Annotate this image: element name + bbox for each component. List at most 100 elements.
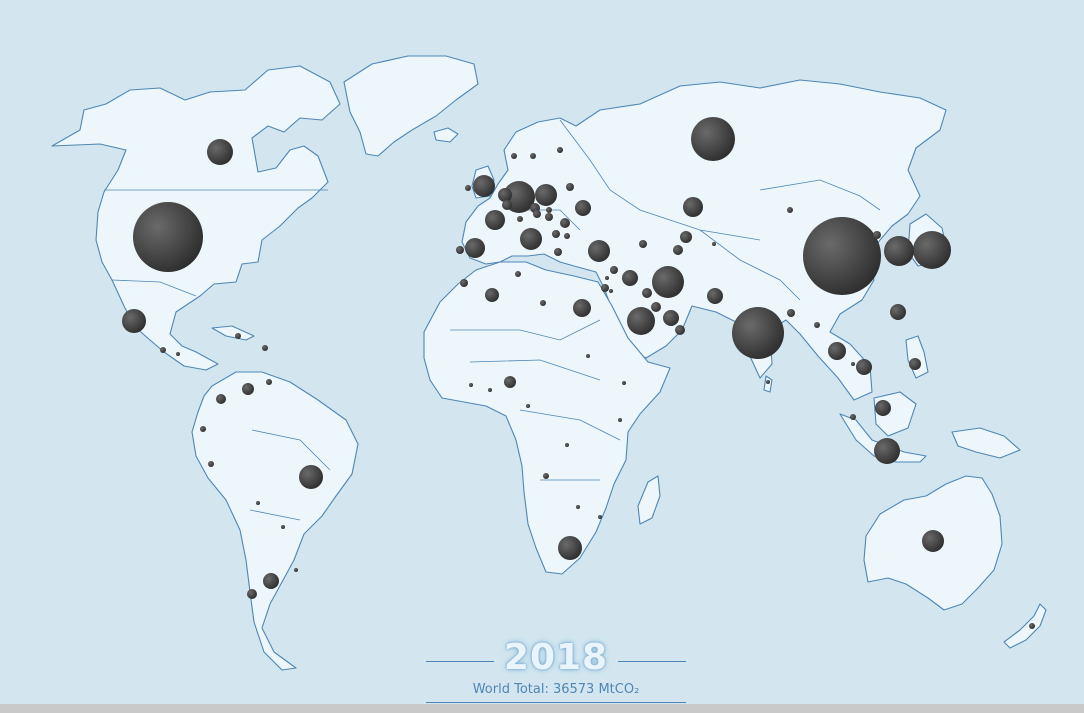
- emission-bubble-greece[interactable]: [554, 248, 562, 256]
- emission-bubble-ghana[interactable]: [488, 388, 492, 392]
- emission-bubble-norway[interactable]: [511, 153, 517, 159]
- emission-bubble-sri-lanka[interactable]: [766, 380, 770, 384]
- emission-bubble-mongolia[interactable]: [787, 207, 793, 213]
- emission-bubble-romania[interactable]: [560, 218, 570, 228]
- emission-bubble-spain[interactable]: [465, 238, 485, 258]
- africa: [423, 261, 671, 575]
- year-label-wrap: 2018: [426, 636, 686, 680]
- emission-bubble-bangladesh[interactable]: [787, 309, 795, 317]
- emission-bubble-cameroon[interactable]: [526, 404, 530, 408]
- emission-bubble-uruguay[interactable]: [294, 568, 298, 572]
- emission-bubble-ireland[interactable]: [465, 185, 471, 191]
- emission-bubble-south-korea[interactable]: [884, 236, 914, 266]
- emission-bubble-south-africa[interactable]: [558, 536, 582, 560]
- emission-bubble-kazakhstan[interactable]: [683, 197, 703, 217]
- emission-bubble-kenya[interactable]: [618, 418, 622, 422]
- emission-bubble-angola[interactable]: [543, 473, 549, 479]
- emission-bubble-morocco[interactable]: [460, 279, 468, 287]
- emission-bubble-pakistan[interactable]: [707, 288, 723, 304]
- emission-bubble-bolivia[interactable]: [256, 501, 260, 505]
- emission-bubble-argentina[interactable]: [263, 573, 279, 589]
- emission-bubble-ethiopia[interactable]: [622, 381, 626, 385]
- emission-bubble-israel[interactable]: [601, 284, 609, 292]
- emission-bubble-kuwait[interactable]: [642, 288, 652, 298]
- emission-bubble-indonesia[interactable]: [874, 438, 900, 464]
- emission-bubble-azerbaijan[interactable]: [639, 240, 647, 248]
- emission-bubble-libya[interactable]: [540, 300, 546, 306]
- emission-bubble-turkey[interactable]: [588, 240, 610, 262]
- emission-bubble-myanmar[interactable]: [814, 322, 820, 328]
- emission-bubble-finland[interactable]: [557, 147, 563, 153]
- emission-bubble-kyrgyzstan[interactable]: [712, 242, 716, 246]
- emission-bubble-algeria[interactable]: [485, 288, 499, 302]
- emission-bubble-philippines[interactable]: [909, 358, 921, 370]
- emission-bubble-netherlands[interactable]: [498, 188, 512, 202]
- emission-bubble-australia[interactable]: [922, 530, 944, 552]
- emission-bubble-uk[interactable]: [473, 175, 495, 197]
- emission-bubble-paraguay[interactable]: [281, 525, 285, 529]
- emission-bubble-japan[interactable]: [913, 231, 951, 269]
- emission-bubble-venezuela[interactable]: [242, 383, 254, 395]
- emission-bubble-italy[interactable]: [520, 228, 542, 250]
- emission-bubble-mozambique[interactable]: [598, 515, 602, 519]
- emission-bubble-new-zealand[interactable]: [1029, 623, 1035, 629]
- emission-bubble-syria[interactable]: [610, 266, 618, 274]
- emission-bubble-uzbekistan[interactable]: [680, 231, 692, 243]
- emission-bubble-cuba[interactable]: [235, 333, 241, 339]
- emission-bubble-uae[interactable]: [663, 310, 679, 326]
- emission-bubble-iraq[interactable]: [622, 270, 638, 286]
- emission-bubble-hungary[interactable]: [545, 213, 553, 221]
- emission-bubble-slovakia[interactable]: [546, 207, 552, 213]
- emission-bubble-cote-d-ivoire[interactable]: [469, 383, 473, 387]
- emission-bubble-vietnam[interactable]: [856, 359, 872, 375]
- emission-bubble-mexico[interactable]: [122, 309, 146, 333]
- emission-bubble-ecuador[interactable]: [200, 426, 206, 432]
- emission-bubble-zimbabwe[interactable]: [576, 505, 580, 509]
- emission-bubble-north-korea[interactable]: [873, 231, 881, 239]
- emission-bubble-brazil[interactable]: [299, 465, 323, 489]
- emission-bubble-trinidad[interactable]: [266, 379, 272, 385]
- emission-bubble-france[interactable]: [485, 210, 505, 230]
- south-america: [191, 371, 359, 671]
- emission-bubble-dominican-rep[interactable]: [262, 345, 268, 351]
- emission-bubble-usa[interactable]: [133, 202, 203, 272]
- emission-bubble-tunisia[interactable]: [515, 271, 521, 277]
- emission-bubble-cambodia[interactable]: [851, 362, 855, 366]
- emission-bubble-jordan[interactable]: [609, 289, 613, 293]
- emission-bubble-switzerland[interactable]: [517, 216, 523, 222]
- emission-bubble-china[interactable]: [803, 217, 881, 295]
- emission-bubble-nigeria[interactable]: [504, 376, 516, 388]
- emission-bubble-portugal[interactable]: [456, 246, 464, 254]
- emission-bubble-india[interactable]: [732, 307, 784, 359]
- emission-bubble-canada[interactable]: [207, 139, 233, 165]
- emission-bubble-egypt[interactable]: [573, 299, 591, 317]
- emission-bubble-iran[interactable]: [652, 266, 684, 298]
- emission-bubble-taiwan[interactable]: [890, 304, 906, 320]
- emission-bubble-thailand[interactable]: [828, 342, 846, 360]
- emission-bubble-oman[interactable]: [675, 325, 685, 335]
- emission-bubble-turkmenistan[interactable]: [673, 245, 683, 255]
- emission-bubble-qatar[interactable]: [651, 302, 661, 312]
- emission-bubble-sudan[interactable]: [586, 354, 590, 358]
- emission-bubble-honduras[interactable]: [176, 352, 180, 356]
- emission-bubble-malaysia[interactable]: [875, 400, 891, 416]
- madagascar: [637, 475, 661, 525]
- emission-bubble-belgium[interactable]: [502, 200, 512, 210]
- emission-bubble-saudi-arabia[interactable]: [627, 307, 655, 335]
- emission-bubble-chile[interactable]: [247, 589, 257, 599]
- emission-bubble-lebanon[interactable]: [605, 276, 609, 280]
- emission-bubble-peru[interactable]: [208, 461, 214, 467]
- emission-bubbles: [122, 117, 1035, 629]
- emission-bubble-singapore[interactable]: [850, 414, 856, 420]
- emission-bubble-dr-congo[interactable]: [565, 443, 569, 447]
- emission-bubble-guatemala[interactable]: [160, 347, 166, 353]
- emission-bubble-poland[interactable]: [535, 184, 557, 206]
- emission-bubble-belarus[interactable]: [566, 183, 574, 191]
- emission-bubble-colombia[interactable]: [216, 394, 226, 404]
- emission-bubble-austria[interactable]: [533, 210, 541, 218]
- emission-bubble-sweden[interactable]: [530, 153, 536, 159]
- emission-bubble-russia[interactable]: [691, 117, 735, 161]
- emission-bubble-ukraine[interactable]: [575, 200, 591, 216]
- emission-bubble-serbia[interactable]: [552, 230, 560, 238]
- emission-bubble-bulgaria[interactable]: [564, 233, 570, 239]
